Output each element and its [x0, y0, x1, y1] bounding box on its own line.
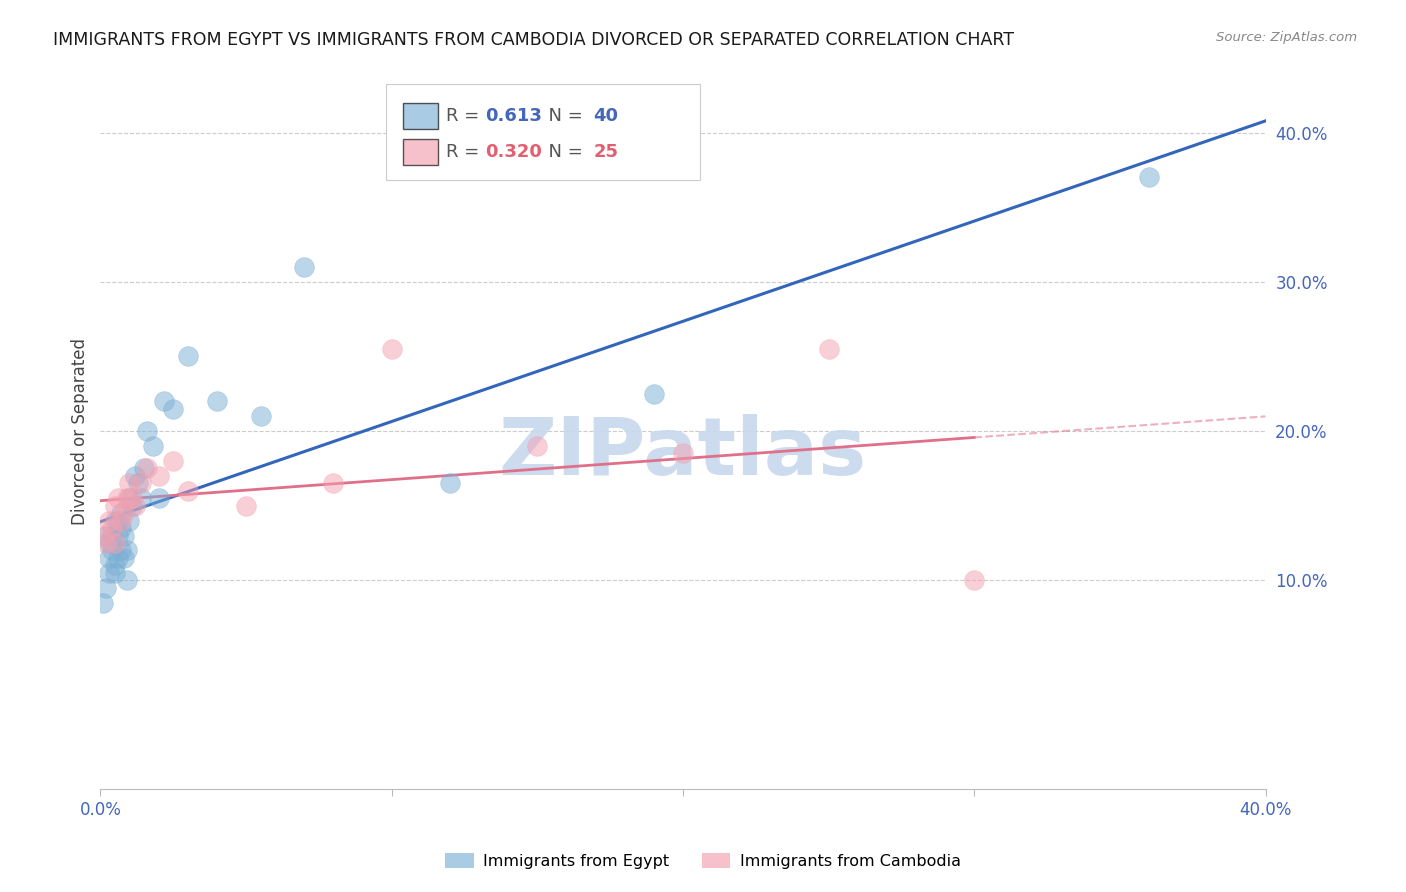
Point	[104, 514, 127, 528]
Point	[115, 574, 138, 588]
Point	[136, 461, 159, 475]
Point	[118, 514, 141, 528]
Point	[96, 581, 118, 595]
Point	[963, 574, 986, 588]
Point	[381, 342, 404, 356]
Point	[112, 550, 135, 565]
FancyBboxPatch shape	[404, 139, 439, 165]
Point	[112, 506, 135, 520]
Y-axis label: Divorced or Separated: Divorced or Separated	[72, 337, 89, 524]
Point	[129, 476, 152, 491]
Text: N =: N =	[537, 143, 589, 161]
Legend: Immigrants from Egypt, Immigrants from Cambodia: Immigrants from Egypt, Immigrants from C…	[439, 847, 967, 875]
Point	[98, 566, 121, 580]
Point	[124, 499, 146, 513]
Text: 0.320: 0.320	[485, 143, 541, 161]
Point	[132, 461, 155, 475]
Text: Source: ZipAtlas.com: Source: ZipAtlas.com	[1216, 31, 1357, 45]
Point	[136, 424, 159, 438]
Point	[322, 476, 344, 491]
Point	[107, 550, 129, 565]
Point	[101, 521, 124, 535]
Text: R =: R =	[446, 143, 485, 161]
Point	[115, 543, 138, 558]
Point	[104, 566, 127, 580]
Point	[96, 536, 118, 550]
Point	[153, 394, 176, 409]
Point	[249, 409, 271, 424]
Point	[148, 491, 170, 506]
Point	[205, 394, 228, 409]
Point	[118, 491, 141, 506]
Point	[91, 528, 114, 542]
Point	[127, 476, 149, 491]
Point	[96, 528, 118, 542]
Point	[91, 596, 114, 610]
Point	[177, 350, 200, 364]
Point	[1137, 170, 1160, 185]
Point	[148, 468, 170, 483]
Point	[292, 260, 315, 274]
Text: 25: 25	[593, 143, 619, 161]
Point	[107, 528, 129, 542]
Point	[107, 491, 129, 506]
FancyBboxPatch shape	[404, 103, 439, 128]
Point	[439, 476, 461, 491]
Point	[124, 468, 146, 483]
Point	[112, 528, 135, 542]
Point	[115, 491, 138, 506]
Text: N =: N =	[537, 107, 589, 125]
Point	[110, 514, 132, 528]
Point	[110, 506, 132, 520]
Point	[110, 521, 132, 535]
Point	[110, 543, 132, 558]
Text: IMMIGRANTS FROM EGYPT VS IMMIGRANTS FROM CAMBODIA DIVORCED OR SEPARATED CORRELAT: IMMIGRANTS FROM EGYPT VS IMMIGRANTS FROM…	[53, 31, 1014, 49]
Point	[162, 401, 184, 416]
Point	[98, 536, 121, 550]
Point	[643, 386, 665, 401]
Point	[107, 514, 129, 528]
Point	[235, 499, 257, 513]
FancyBboxPatch shape	[385, 84, 700, 180]
Point	[121, 491, 143, 506]
Point	[104, 536, 127, 550]
Text: 40: 40	[593, 107, 619, 125]
Point	[98, 514, 121, 528]
Point	[104, 499, 127, 513]
Point	[118, 476, 141, 491]
Point	[142, 439, 165, 453]
Point	[177, 483, 200, 498]
Text: R =: R =	[446, 107, 485, 125]
Text: ZIPatlas: ZIPatlas	[499, 414, 868, 491]
Point	[672, 446, 695, 460]
Point	[817, 342, 839, 356]
Point	[101, 543, 124, 558]
Point	[526, 439, 548, 453]
Point	[104, 558, 127, 573]
Text: 0.613: 0.613	[485, 107, 541, 125]
Point	[98, 550, 121, 565]
Point	[121, 499, 143, 513]
Point	[162, 454, 184, 468]
Point	[129, 491, 152, 506]
Point	[101, 528, 124, 542]
